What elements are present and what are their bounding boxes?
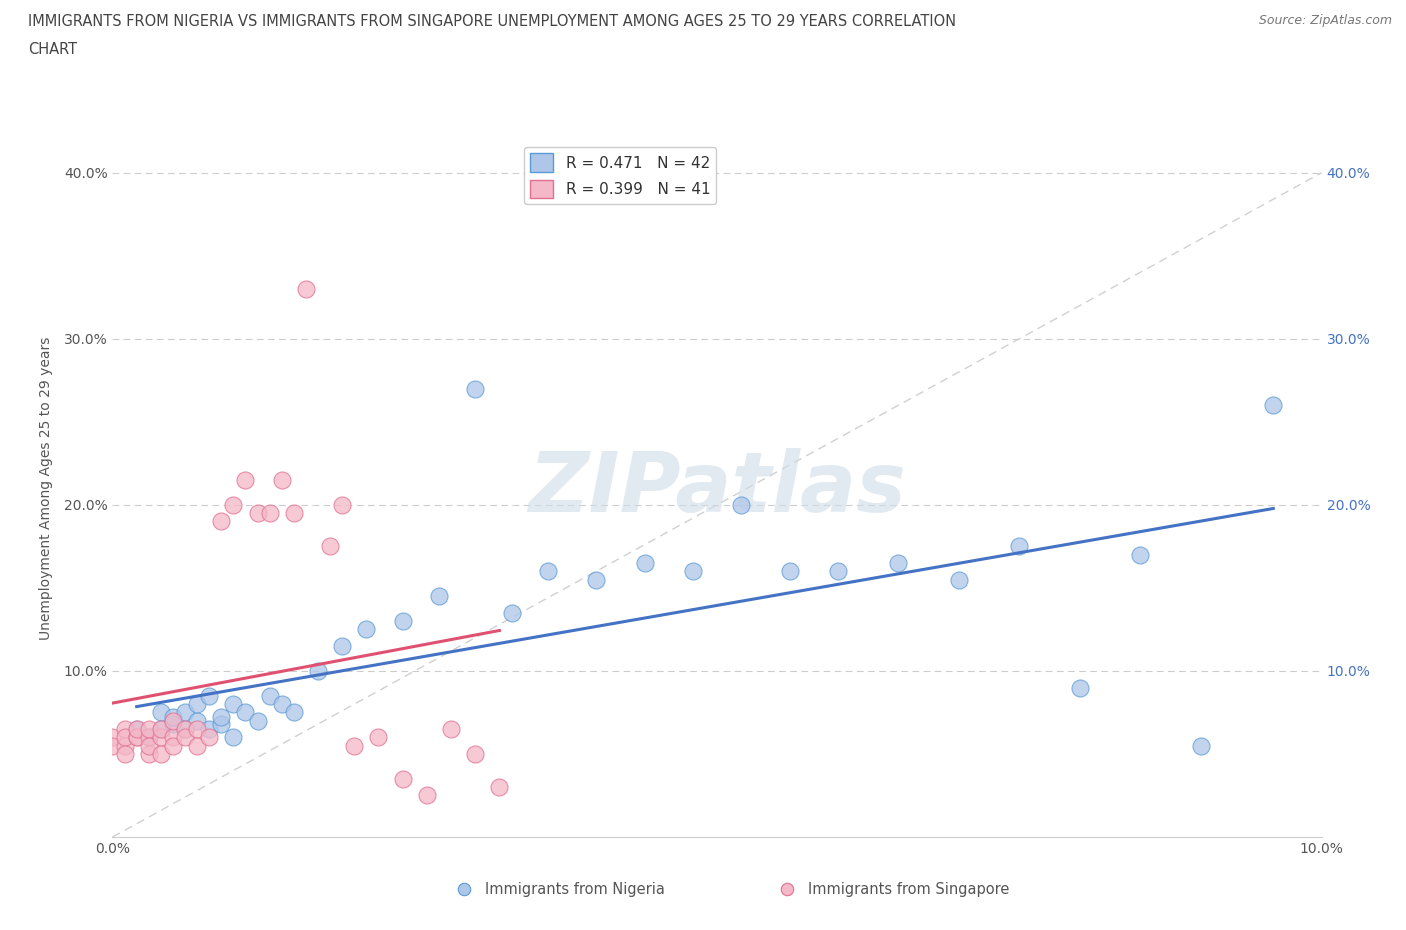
Y-axis label: Unemployment Among Ages 25 to 29 years: Unemployment Among Ages 25 to 29 years <box>38 337 52 640</box>
Point <box>730 498 752 512</box>
Point <box>464 381 486 396</box>
Point <box>222 697 245 711</box>
Point <box>416 788 439 803</box>
Point <box>138 730 160 745</box>
Point <box>1263 398 1285 413</box>
Point <box>162 717 184 732</box>
Text: IMMIGRANTS FROM NIGERIA VS IMMIGRANTS FROM SINGAPORE UNEMPLOYMENT AMONG AGES 25 : IMMIGRANTS FROM NIGERIA VS IMMIGRANTS FR… <box>28 14 956 29</box>
Point <box>125 722 148 737</box>
Point <box>319 539 342 554</box>
Point <box>149 722 172 737</box>
Point <box>174 730 197 745</box>
Point <box>149 747 172 762</box>
Point <box>440 722 463 737</box>
Point <box>222 498 245 512</box>
Point <box>149 722 172 737</box>
Point <box>174 722 197 737</box>
Point <box>138 747 160 762</box>
Point <box>138 738 160 753</box>
Point <box>198 730 221 745</box>
Point <box>779 564 801 578</box>
Point <box>186 713 208 728</box>
Text: CHART: CHART <box>28 42 77 57</box>
Point <box>330 498 353 512</box>
Point <box>427 589 450 604</box>
Point <box>1129 547 1152 562</box>
Legend: R = 0.471   N = 42, R = 0.399   N = 41: R = 0.471 N = 42, R = 0.399 N = 41 <box>524 147 716 205</box>
Point <box>125 722 148 737</box>
Point <box>464 747 486 762</box>
Point <box>235 705 257 720</box>
Point <box>209 710 232 724</box>
Point <box>125 730 148 745</box>
Point <box>682 564 704 578</box>
Point <box>101 730 124 745</box>
Point <box>827 564 849 578</box>
Point <box>259 506 281 521</box>
Point <box>174 722 197 737</box>
Point <box>270 472 292 487</box>
Point <box>270 697 292 711</box>
Point <box>198 688 221 703</box>
Point <box>633 555 655 570</box>
Point <box>488 779 510 794</box>
Point <box>162 713 184 728</box>
Text: Immigrants from Singapore: Immigrants from Singapore <box>808 882 1010 897</box>
Point <box>209 717 232 732</box>
Point <box>114 738 136 753</box>
Point <box>501 605 523 620</box>
Text: ZIPatlas: ZIPatlas <box>529 447 905 529</box>
Point <box>1069 680 1091 695</box>
Point <box>356 622 378 637</box>
Point <box>367 730 389 745</box>
Point <box>585 572 607 587</box>
Point <box>198 722 221 737</box>
Point <box>114 730 136 745</box>
Point <box>186 697 208 711</box>
Text: Source: ZipAtlas.com: Source: ZipAtlas.com <box>1258 14 1392 27</box>
Point <box>114 722 136 737</box>
Point <box>307 663 329 678</box>
Point <box>283 705 305 720</box>
Point <box>125 730 148 745</box>
Point <box>537 564 560 578</box>
Point <box>330 639 353 654</box>
Point <box>246 713 269 728</box>
Point <box>114 747 136 762</box>
Point <box>162 738 184 753</box>
Point <box>1008 539 1031 554</box>
Point <box>887 555 910 570</box>
Point <box>209 514 232 529</box>
Point <box>149 705 172 720</box>
Point <box>391 772 413 787</box>
Point <box>162 710 184 724</box>
Point <box>149 730 172 745</box>
Point <box>283 506 305 521</box>
Point <box>1189 738 1212 753</box>
Point <box>343 738 366 753</box>
Point <box>138 722 160 737</box>
Point <box>948 572 970 587</box>
Text: Immigrants from Nigeria: Immigrants from Nigeria <box>485 882 665 897</box>
Point <box>222 730 245 745</box>
Point <box>186 722 208 737</box>
Point <box>391 614 413 629</box>
Point <box>174 705 197 720</box>
Point <box>138 730 160 745</box>
Point <box>295 282 318 297</box>
Point <box>101 738 124 753</box>
Point <box>259 688 281 703</box>
Point <box>246 506 269 521</box>
Point <box>186 738 208 753</box>
Point <box>235 472 257 487</box>
Point <box>162 730 184 745</box>
